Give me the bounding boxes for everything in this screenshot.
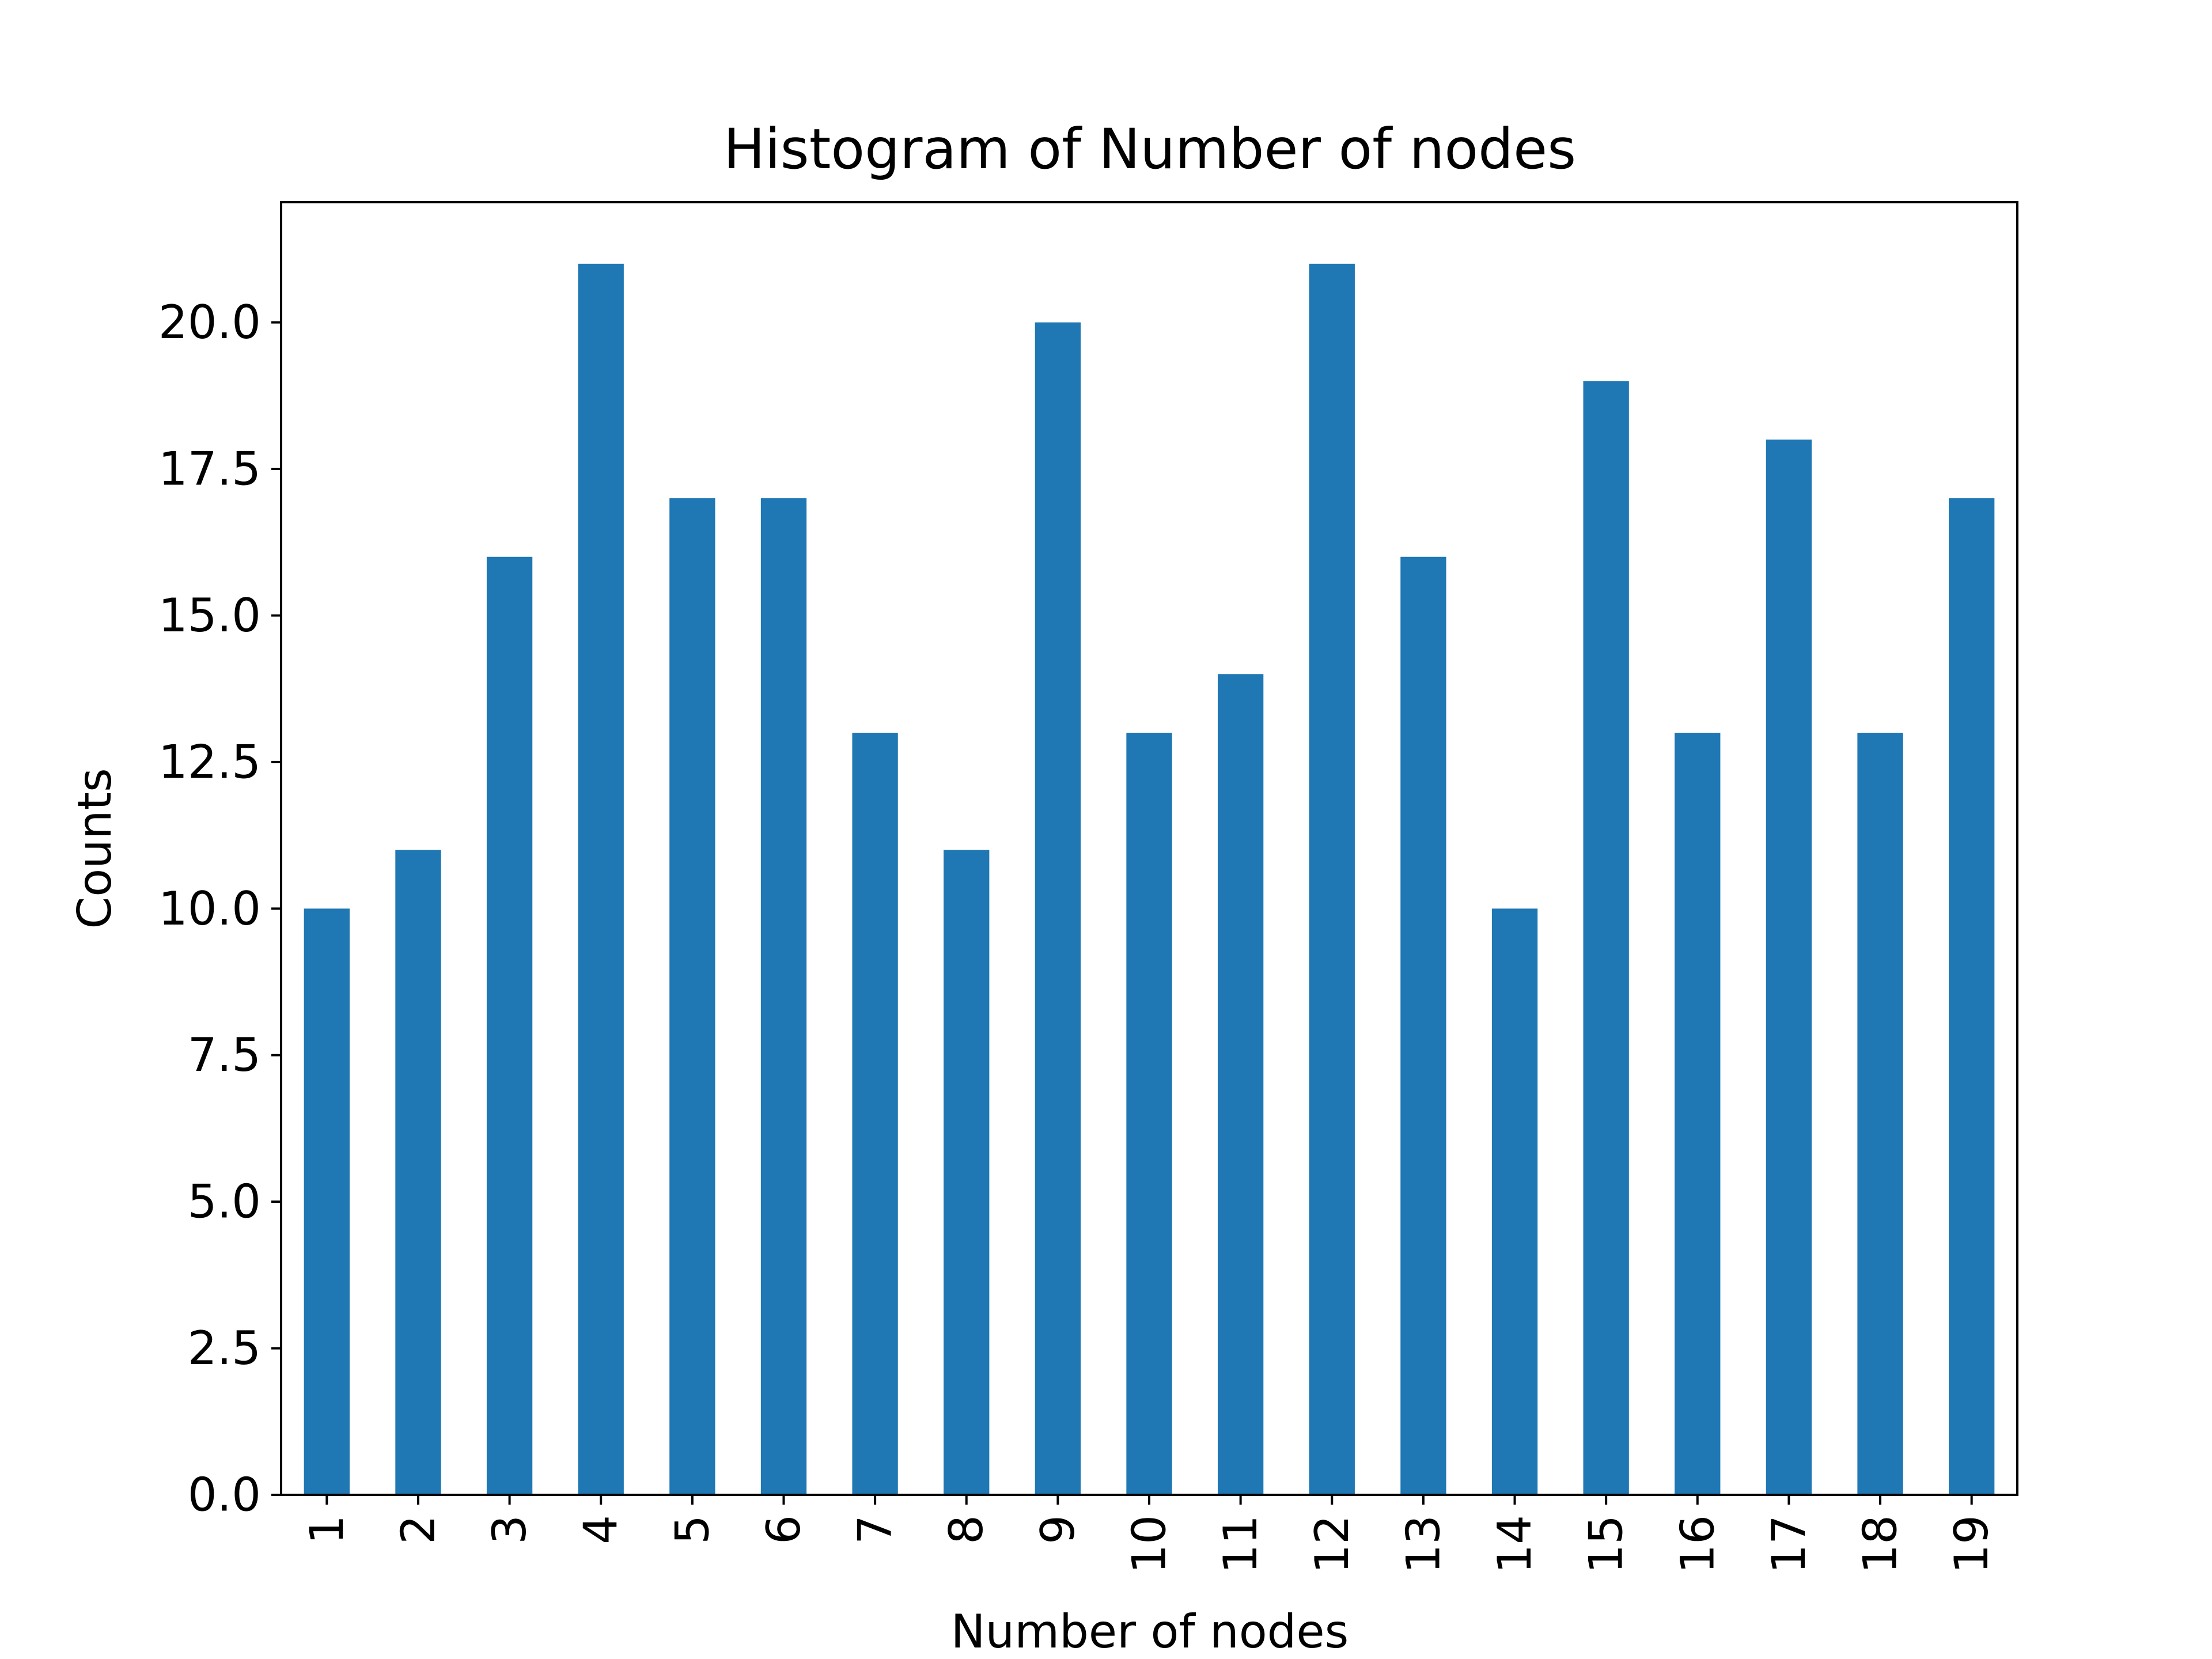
y-tick-label: 15.0 (158, 589, 261, 642)
bar-8 (944, 850, 990, 1495)
y-tick-label: 17.5 (158, 442, 261, 496)
bar-12 (1309, 263, 1355, 1495)
bar-13 (1400, 556, 1446, 1495)
y-tick-label: 5.0 (188, 1175, 261, 1229)
bar-2 (395, 850, 441, 1495)
axes-frame (280, 201, 2018, 1496)
bar-14 (1491, 908, 1538, 1495)
bar-10 (1126, 733, 1172, 1495)
x-tick-label: 2 (391, 1515, 445, 1544)
x-tick-label: 17 (1762, 1515, 1816, 1574)
bar-7 (852, 733, 898, 1495)
x-tick-label: 19 (1945, 1515, 1998, 1574)
chart-title: Histogram of Number of nodes (724, 117, 1576, 181)
bar-1 (304, 908, 350, 1495)
y-tick-label: 7.5 (188, 1028, 261, 1082)
x-tick-label: 9 (1031, 1515, 1085, 1544)
x-tick-label: 3 (483, 1515, 536, 1544)
bar-9 (1035, 322, 1081, 1495)
bar-17 (1766, 440, 1812, 1495)
x-tick-label: 15 (1580, 1515, 1633, 1574)
y-tick-label: 20.0 (158, 296, 261, 349)
bar-19 (1949, 498, 1995, 1495)
x-tick-label: 16 (1671, 1515, 1724, 1574)
x-tick-label: 5 (665, 1515, 719, 1544)
y-axis-ticks: 0.0 2.5 5.0 7.5 10.0 12.5 15.0 17.5 20.0 (158, 296, 281, 1522)
y-tick-label: 0.0 (188, 1468, 261, 1522)
bar-5 (669, 498, 715, 1495)
bar-6 (760, 498, 807, 1495)
y-axis-label: Counts (68, 768, 122, 929)
bar-18 (1857, 733, 1903, 1495)
bar-3 (486, 556, 533, 1495)
x-tick-label: 12 (1305, 1515, 1359, 1574)
bar-4 (578, 263, 624, 1495)
y-tick-label: 10.0 (158, 882, 261, 935)
x-tick-label: 10 (1123, 1515, 1176, 1574)
bar-15 (1583, 381, 1629, 1495)
x-axis-label: Number of nodes (951, 1605, 1349, 1658)
x-tick-label: 8 (940, 1515, 993, 1544)
x-tick-label: 7 (849, 1515, 902, 1544)
bars-group (304, 263, 1995, 1495)
x-tick-label: 11 (1214, 1515, 1267, 1574)
x-tick-label: 14 (1488, 1515, 1541, 1574)
x-tick-label: 18 (1854, 1515, 1907, 1574)
bar-16 (1675, 733, 1721, 1495)
x-tick-label: 4 (574, 1515, 628, 1544)
y-tick-label: 2.5 (188, 1321, 261, 1375)
x-tick-label: 1 (300, 1515, 354, 1544)
x-tick-label: 13 (1396, 1515, 1450, 1574)
bar-11 (1217, 674, 1264, 1495)
x-tick-label: 6 (757, 1515, 810, 1544)
y-tick-label: 12.5 (158, 735, 261, 789)
x-axis-ticks: 1 2 3 4 5 6 7 8 9 10 11 12 13 14 15 16 17 18 19 (300, 1495, 1998, 1574)
